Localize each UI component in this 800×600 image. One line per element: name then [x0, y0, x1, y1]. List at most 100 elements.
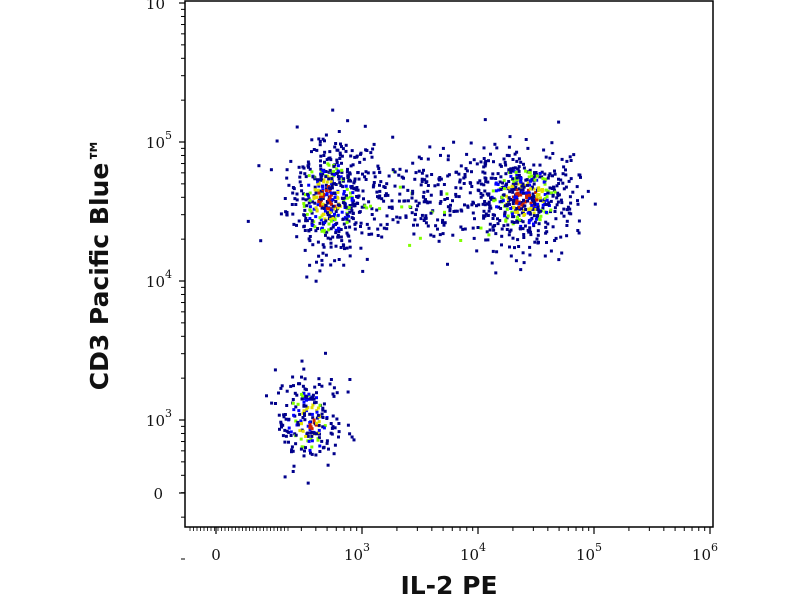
data-point	[411, 189, 415, 193]
data-point	[348, 254, 352, 258]
data-point	[521, 220, 525, 224]
data-point	[365, 257, 369, 261]
data-point	[492, 197, 496, 201]
data-point	[509, 174, 513, 178]
data-point	[332, 452, 336, 456]
data-point	[404, 215, 408, 219]
data-point	[283, 475, 287, 479]
data-point	[543, 201, 547, 205]
data-point	[316, 406, 320, 410]
data-point	[487, 233, 491, 237]
data-point	[543, 254, 547, 258]
data-point	[453, 209, 457, 213]
data-point	[323, 217, 327, 221]
data-point	[297, 409, 301, 413]
data-point	[513, 166, 517, 170]
data-point	[328, 196, 332, 200]
data-point	[310, 138, 314, 142]
data-point	[515, 192, 519, 196]
data-point	[338, 151, 342, 155]
data-point	[556, 200, 560, 204]
data-point	[482, 183, 486, 187]
data-point	[472, 201, 475, 205]
data-point	[353, 179, 357, 183]
data-point	[353, 227, 357, 231]
data-point	[311, 416, 315, 420]
data-point	[503, 187, 506, 191]
data-point	[290, 445, 294, 449]
data-point	[281, 423, 285, 427]
data-point	[323, 150, 327, 154]
data-point	[303, 411, 306, 415]
data-point	[418, 236, 422, 240]
data-point	[349, 206, 353, 210]
data-point	[568, 195, 572, 199]
data-point	[307, 439, 311, 443]
data-point	[443, 198, 447, 201]
data-point	[333, 212, 336, 216]
data-point	[512, 169, 516, 173]
data-point	[413, 218, 417, 222]
data-point	[311, 243, 315, 247]
data-point	[528, 179, 532, 183]
data-point	[313, 225, 317, 229]
data-point	[482, 209, 486, 213]
data-point	[319, 173, 323, 177]
data-point	[515, 201, 518, 205]
data-point	[577, 219, 581, 223]
data-point	[489, 152, 492, 156]
data-point	[461, 227, 465, 231]
data-point	[333, 204, 337, 208]
data-point	[308, 235, 312, 238]
data-point	[302, 404, 306, 408]
data-point	[488, 206, 492, 210]
data-point	[315, 260, 318, 264]
data-point	[341, 179, 345, 183]
data-point	[507, 196, 511, 200]
data-point	[340, 210, 344, 214]
data-point	[352, 186, 356, 190]
data-point	[441, 146, 445, 150]
data-point	[511, 177, 515, 181]
data-point	[327, 207, 330, 211]
data-point	[511, 190, 515, 194]
data-point	[293, 197, 297, 201]
data-point	[557, 120, 561, 124]
data-point	[525, 194, 528, 198]
data-point	[528, 209, 532, 213]
data-point	[321, 406, 325, 410]
data-point	[542, 180, 546, 184]
data-point	[511, 166, 515, 170]
data-point	[303, 229, 307, 232]
data-point	[559, 235, 563, 239]
data-point	[470, 203, 474, 207]
data-point	[292, 464, 296, 468]
data-point	[318, 195, 322, 199]
data-point	[303, 418, 307, 422]
data-point	[530, 216, 534, 220]
data-point	[310, 439, 314, 443]
data-point	[320, 263, 324, 267]
data-point	[366, 171, 370, 175]
data-point	[483, 203, 487, 207]
data-point	[306, 192, 310, 196]
data-point	[307, 201, 311, 205]
data-point	[470, 185, 474, 188]
data-point	[539, 214, 543, 218]
data-point	[398, 192, 402, 196]
data-point	[520, 207, 524, 211]
data-point	[314, 229, 318, 233]
data-point	[455, 170, 459, 174]
data-point	[315, 396, 318, 400]
data-point	[322, 178, 326, 182]
data-point	[364, 148, 368, 152]
data-point	[293, 391, 297, 395]
data-point	[323, 424, 327, 428]
data-point	[516, 194, 520, 197]
data-point	[300, 422, 303, 426]
data-point	[430, 173, 434, 176]
data-point	[313, 431, 317, 435]
data-point	[510, 184, 514, 188]
data-point	[505, 203, 509, 207]
data-point	[367, 226, 371, 230]
